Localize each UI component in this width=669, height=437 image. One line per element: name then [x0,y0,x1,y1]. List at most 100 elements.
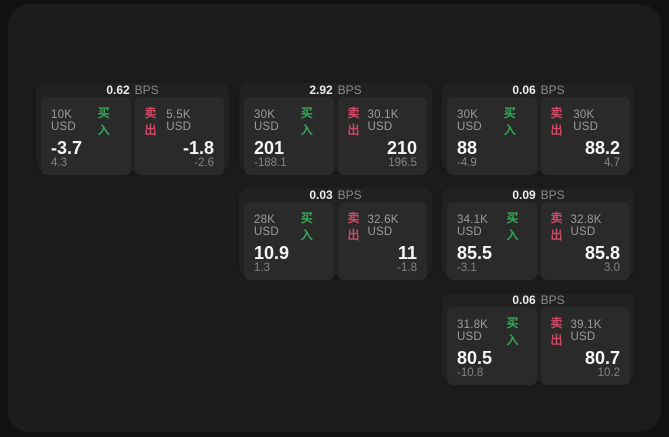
card-body: 30K USD 买入 201 -188.1 卖出 30.1K USD 210 1… [239,97,432,180]
card-header: 0.06 BPS [442,293,635,307]
buy-side-label: 买入 [506,211,519,242]
card-body: 28K USD 买入 10.9 1.3 卖出 32.6K USD 11 -1.8 [239,202,432,285]
quote-card: 0.09 BPS 34.1K USD 买入 85.5 -3.1 卖出 32.8K… [442,188,635,280]
sell-side-label: 卖出 [550,106,563,137]
buy-tile-header: 30K USD 买入 [254,104,324,138]
spread-value: 0.62 [106,83,130,97]
buy-tile-header: 28K USD 买入 [254,209,324,243]
sell-price-tile[interactable]: 卖出 30.1K USD 210 196.5 [337,97,427,175]
buy-price: 80.5 [457,348,493,368]
buy-sub-value: -10.8 [457,367,484,379]
buy-side-label: 买入 [300,211,313,242]
buy-amount: 31.8K USD [457,319,489,343]
sell-amount: 5.5K USD [166,109,192,133]
sell-side-label: 卖出 [550,211,563,242]
card-header: 2.92 BPS [239,83,432,97]
buy-sub-value: -3.1 [457,262,477,274]
buy-sub-value: -188.1 [254,157,287,169]
sell-tile-header: 卖出 30.1K USD [348,104,418,138]
card-header: 0.09 BPS [442,188,635,202]
bps-unit-label: BPS [337,83,362,97]
quote-card: 2.92 BPS 30K USD 买入 201 -188.1 卖出 30.1K … [239,83,432,175]
quote-card: 0.62 BPS 10K USD 买入 -3.7 4.3 卖出 5.5K USD… [36,83,229,175]
buy-side-label: 买入 [97,106,110,137]
buy-sub-value: -4.9 [457,157,477,169]
card-body: 31.8K USD 买入 80.5 -10.8 卖出 39.1K USD 80.… [442,307,635,390]
buy-amount: 28K USD [254,214,279,238]
sell-tile-header: 卖出 32.8K USD [551,209,621,243]
quote-card: 0.06 BPS 30K USD 买入 88 -4.9 卖出 30K USD 8… [442,83,635,175]
buy-price-tile[interactable]: 30K USD 买入 88 -4.9 [447,97,537,175]
spread-value: 0.06 [512,83,536,97]
buy-side-label: 买入 [300,106,313,137]
buy-amount: 10K USD [51,109,76,133]
sell-price-tile[interactable]: 卖出 32.6K USD 11 -1.8 [337,202,427,280]
buy-amount: 34.1K USD [457,214,489,238]
buy-price: 10.9 [254,243,290,263]
bps-unit-label: BPS [540,83,565,97]
sell-tile-header: 卖出 30K USD [551,104,621,138]
sell-amount: 32.8K USD [570,214,602,238]
buy-amount: 30K USD [457,109,482,133]
spread-value: 0.09 [512,188,536,202]
bps-unit-label: BPS [540,188,565,202]
buy-side-label: 买入 [503,106,516,137]
card-header: 0.62 BPS [36,83,229,97]
buy-tile-header: 30K USD 买入 [457,104,527,138]
buy-price-tile[interactable]: 34.1K USD 买入 85.5 -3.1 [447,202,537,280]
spread-value: 0.03 [309,188,333,202]
buy-price: -3.7 [51,138,83,158]
sell-sub-value: 196.5 [388,157,417,169]
buy-price: 201 [254,138,285,158]
buy-tile-header: 31.8K USD 买入 [457,314,527,348]
buy-sub-value: 4.3 [51,157,67,169]
sell-price: 210 [386,138,417,158]
bps-unit-label: BPS [134,83,159,97]
bps-unit-label: BPS [540,293,565,307]
sell-price-tile[interactable]: 卖出 32.8K USD 85.8 3.0 [540,202,630,280]
buy-price-tile[interactable]: 31.8K USD 买入 80.5 -10.8 [447,307,537,385]
sell-sub-value: 10.2 [597,367,620,379]
buy-tile-header: 10K USD 买入 [51,104,121,138]
sell-tile-header: 卖出 5.5K USD [145,104,215,138]
buy-side-label: 买入 [506,316,519,347]
card-body: 34.1K USD 买入 85.5 -3.1 卖出 32.8K USD 85.8… [442,202,635,285]
sell-price: 11 [397,243,417,263]
sell-sub-value: -2.6 [194,157,214,169]
sell-amount: 39.1K USD [570,319,602,343]
sell-side-label: 卖出 [347,106,360,137]
sell-sub-value: -1.8 [397,262,417,274]
sell-side-label: 卖出 [347,211,360,242]
spread-value: 0.06 [512,293,536,307]
sell-side-label: 卖出 [144,106,157,137]
buy-tile-header: 34.1K USD 买入 [457,209,527,243]
card-body: 10K USD 买入 -3.7 4.3 卖出 5.5K USD -1.8 -2.… [36,97,229,180]
sell-price: -1.8 [182,138,214,158]
sell-side-label: 卖出 [550,316,563,347]
buy-sub-value: 1.3 [254,262,270,274]
card-header: 0.03 BPS [239,188,432,202]
bps-unit-label: BPS [337,188,362,202]
buy-price: 88 [457,138,478,158]
sell-price: 88.2 [584,138,620,158]
quote-cards-grid: 0.62 BPS 10K USD 买入 -3.7 4.3 卖出 5.5K USD… [36,83,635,385]
buy-amount: 30K USD [254,109,279,133]
card-header: 0.06 BPS [442,83,635,97]
sell-price-tile[interactable]: 卖出 39.1K USD 80.7 10.2 [540,307,630,385]
sell-price: 80.7 [584,348,620,368]
sell-amount: 30K USD [573,109,599,133]
sell-amount: 30.1K USD [367,109,399,133]
sell-amount: 32.6K USD [367,214,399,238]
buy-price-tile[interactable]: 10K USD 买入 -3.7 4.3 [41,97,131,175]
sell-price: 85.8 [584,243,620,263]
quote-card: 0.03 BPS 28K USD 买入 10.9 1.3 卖出 32.6K US… [239,188,432,280]
sell-price-tile[interactable]: 卖出 30K USD 88.2 4.7 [540,97,630,175]
app-window: 0.62 BPS 10K USD 买入 -3.7 4.3 卖出 5.5K USD… [8,4,661,432]
sell-sub-value: 3.0 [604,262,620,274]
sell-tile-header: 卖出 32.6K USD [348,209,418,243]
card-body: 30K USD 买入 88 -4.9 卖出 30K USD 88.2 4.7 [442,97,635,180]
buy-price-tile[interactable]: 30K USD 买入 201 -188.1 [244,97,334,175]
buy-price-tile[interactable]: 28K USD 买入 10.9 1.3 [244,202,334,280]
sell-tile-header: 卖出 39.1K USD [551,314,621,348]
sell-price-tile[interactable]: 卖出 5.5K USD -1.8 -2.6 [134,97,224,175]
